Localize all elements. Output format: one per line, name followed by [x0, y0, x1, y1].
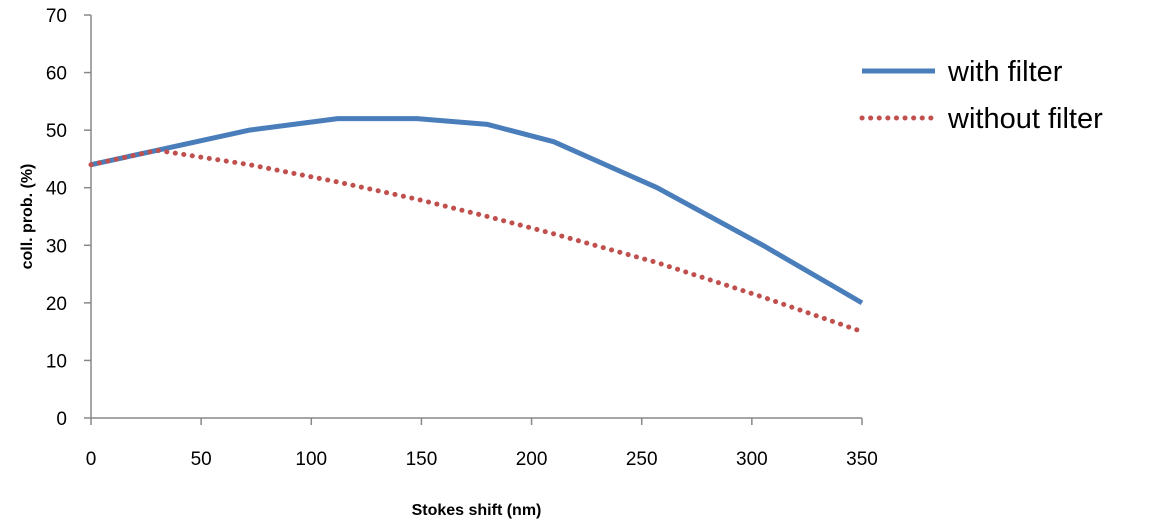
- x-axis-ticks: 0 50 100 150 200 250 300 350: [86, 418, 878, 470]
- series-line-2: [88, 147, 865, 335]
- legend: with filter without filter: [859, 56, 1103, 135]
- series-line-1: [90, 116, 864, 306]
- y-tick-label: 10: [46, 351, 67, 372]
- x-tick-label: 50: [191, 449, 212, 470]
- x-tick-label: 350: [846, 449, 878, 470]
- legend-label-2: without filter: [947, 103, 1103, 135]
- y-tick-label: 40: [46, 179, 67, 200]
- y-tick-label: 70: [46, 6, 67, 27]
- y-axis-title: coll. prob. (%): [19, 164, 36, 270]
- y-tick-label: 30: [46, 236, 67, 257]
- x-tick-label: 100: [295, 449, 327, 470]
- x-tick-label: 250: [626, 449, 658, 470]
- y-axis-ticks: 0 10 20 30 40 50 60 70: [46, 6, 91, 430]
- y-tick-label: 20: [46, 294, 67, 315]
- y-tick-label: 60: [46, 64, 67, 85]
- series-lines: [88, 116, 865, 335]
- legend-label-1: with filter: [947, 56, 1063, 88]
- x-tick-label: 200: [516, 449, 548, 470]
- x-tick-label: 300: [736, 449, 768, 470]
- y-tick-label: 50: [46, 121, 67, 142]
- x-axis-title: Stokes shift (nm): [412, 502, 542, 519]
- y-tick-label: 0: [56, 409, 67, 430]
- x-tick-label: 0: [86, 449, 97, 470]
- x-tick-label: 150: [406, 449, 438, 470]
